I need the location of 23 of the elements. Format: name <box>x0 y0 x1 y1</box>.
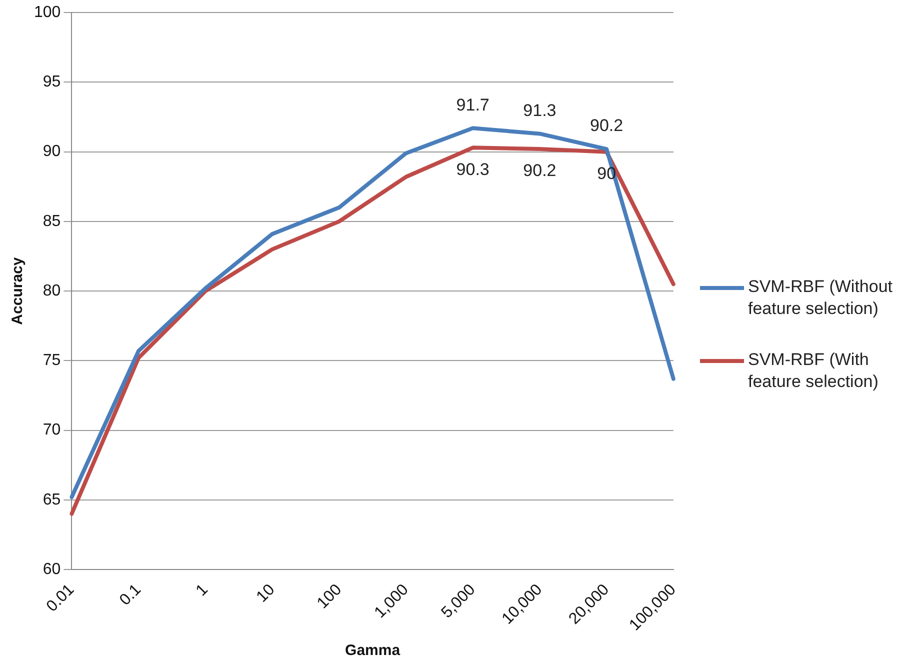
y-tick-label: 95 <box>42 74 61 91</box>
x-tick-label: 1 <box>193 581 212 600</box>
y-tick-label: 75 <box>42 352 61 370</box>
legend-label: SVM-RBF (Without feature selection) <box>748 276 894 320</box>
x-tick-label: 100 <box>314 581 346 612</box>
y-tick-label: 65 <box>42 491 61 508</box>
data-label: 90.2 <box>523 161 556 180</box>
x-axis-title: Gamma <box>345 642 401 660</box>
legend-label: SVM-RBF (With feature selection) <box>748 348 880 393</box>
data-label: 91.3 <box>523 100 556 120</box>
y-tick-label: 80 <box>42 282 61 300</box>
x-tick-label: 0.01 <box>44 581 78 616</box>
y-tick-label: 100 <box>34 4 61 22</box>
y-tick-label: 85 <box>42 212 61 230</box>
x-tick-label: 0.1 <box>116 581 145 609</box>
y-tick-label: 90 <box>42 143 61 160</box>
y-axis-title: Accuracy <box>9 256 26 325</box>
data-label: 91.7 <box>456 95 490 114</box>
y-tick-label: 70 <box>42 422 61 439</box>
x-tick-label: 10 <box>254 581 278 606</box>
data-label: 90.2 <box>590 116 624 136</box>
y-tick-label: 60 <box>42 560 61 578</box>
data-label: 90.3 <box>456 160 490 179</box>
